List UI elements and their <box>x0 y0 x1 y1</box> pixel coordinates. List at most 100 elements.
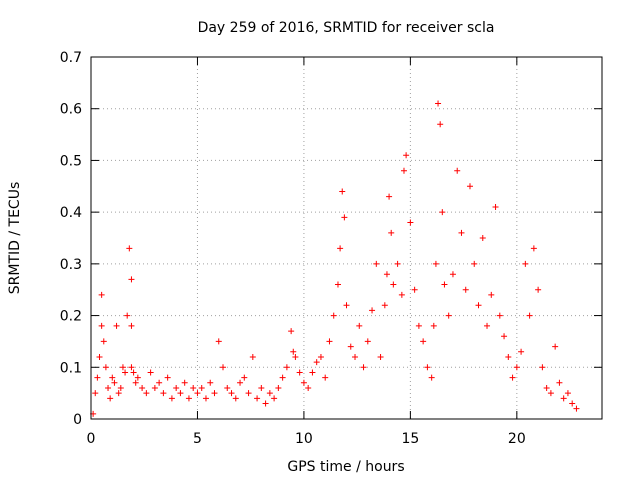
data-point <box>313 359 320 366</box>
data-point <box>185 395 192 402</box>
data-point <box>96 353 103 360</box>
data-point <box>441 281 448 288</box>
data-point <box>105 384 112 391</box>
data-point <box>330 312 337 319</box>
data-point <box>526 312 533 319</box>
data-point <box>535 286 542 293</box>
data-point <box>173 384 180 391</box>
data-point <box>181 379 188 386</box>
data-point <box>390 281 397 288</box>
data-point <box>224 384 231 391</box>
data-point <box>360 364 367 371</box>
data-point <box>202 395 209 402</box>
data-point <box>488 291 495 298</box>
data-point <box>115 390 122 397</box>
data-point <box>130 369 137 376</box>
data-point <box>564 390 571 397</box>
data-point <box>113 322 120 329</box>
data-point <box>198 384 205 391</box>
data-point <box>573 405 580 412</box>
data-point <box>190 384 197 391</box>
data-point <box>249 353 256 360</box>
x-tick-label: 5 <box>193 431 202 447</box>
data-point <box>539 364 546 371</box>
data-point <box>475 302 482 309</box>
data-point <box>377 353 384 360</box>
data-point <box>352 353 359 360</box>
data-point <box>454 167 461 174</box>
chart-title: Day 259 of 2016, SRMTID for receiver scl… <box>198 20 495 36</box>
data-point <box>266 390 273 397</box>
data-point <box>449 271 456 278</box>
y-tick-label: 0.5 <box>60 153 82 169</box>
data-point <box>296 369 303 376</box>
data-point <box>254 395 261 402</box>
data-point <box>168 395 175 402</box>
data-point <box>398 291 405 298</box>
data-point <box>437 121 444 128</box>
data-point <box>237 379 244 386</box>
data-point <box>100 338 107 345</box>
tick-labels: 0 0.1 0.2 0.3 0.4 0.5 0.6 0.7 0 5 10 15 20 <box>60 50 526 447</box>
data-point <box>305 384 312 391</box>
data-point <box>356 322 363 329</box>
data-point <box>128 322 135 329</box>
data-point <box>98 291 105 298</box>
y-tick-label: 0.3 <box>60 257 82 273</box>
data-point <box>283 364 290 371</box>
data-point <box>119 364 126 371</box>
data-point <box>326 338 333 345</box>
grid-lines <box>91 57 602 419</box>
data-point <box>109 374 116 381</box>
data-point <box>560 395 567 402</box>
data-point <box>381 302 388 309</box>
axis-ticks <box>90 56 602 420</box>
data-point <box>151 384 158 391</box>
data-point <box>245 390 252 397</box>
data-point <box>569 400 576 407</box>
data-point <box>394 260 401 267</box>
data-point <box>383 271 390 278</box>
data-point <box>501 333 508 340</box>
x-tick-label: 20 <box>508 431 526 447</box>
data-point <box>258 384 265 391</box>
data-point <box>111 379 118 386</box>
data-point <box>288 328 295 335</box>
data-point <box>228 390 235 397</box>
data-point <box>435 100 442 107</box>
data-point <box>94 374 101 381</box>
data-point <box>509 374 516 381</box>
data-point <box>122 369 129 376</box>
data-point <box>411 286 418 293</box>
x-tick-label: 0 <box>87 431 96 447</box>
data-point <box>466 183 473 190</box>
data-point <box>134 374 141 381</box>
data-point <box>241 374 248 381</box>
data-points <box>90 100 580 417</box>
data-point <box>530 245 537 252</box>
data-point <box>492 203 499 210</box>
data-point <box>432 260 439 267</box>
data-point <box>300 379 307 386</box>
data-point <box>211 390 218 397</box>
data-point <box>369 307 376 314</box>
data-point <box>107 395 114 402</box>
data-point <box>471 260 478 267</box>
y-axis-label: SRMTID / TECUs <box>7 182 23 295</box>
data-point <box>262 400 269 407</box>
data-point <box>373 260 380 267</box>
data-point <box>317 353 324 360</box>
data-point <box>430 322 437 329</box>
data-point <box>388 229 395 236</box>
data-point <box>275 384 282 391</box>
y-tick-label: 0.4 <box>60 205 82 221</box>
y-tick-label: 0.6 <box>60 102 82 118</box>
data-point <box>547 390 554 397</box>
data-point <box>403 152 410 159</box>
data-point <box>339 188 346 195</box>
y-tick-label: 0.2 <box>60 309 82 325</box>
data-point <box>518 348 525 355</box>
data-point <box>445 312 452 319</box>
data-point <box>207 379 214 386</box>
